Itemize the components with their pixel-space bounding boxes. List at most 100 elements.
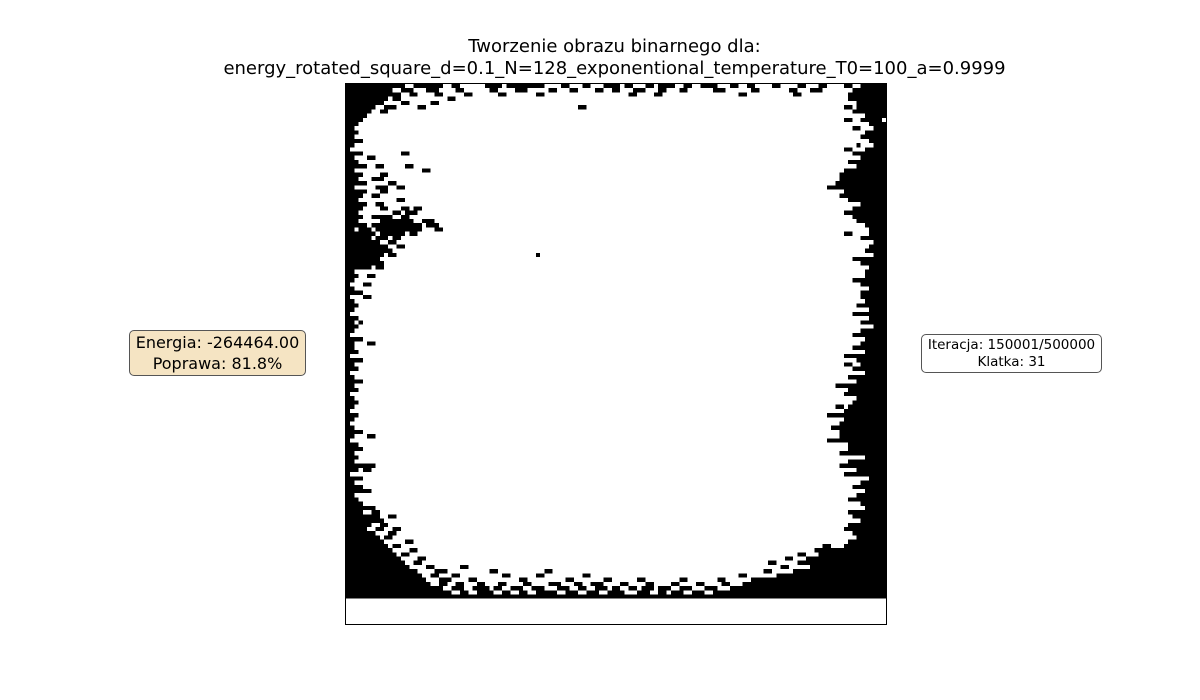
pixel-run <box>848 446 886 452</box>
pixel-run <box>860 518 886 523</box>
pixel-run <box>502 590 511 595</box>
pixel-run <box>346 577 427 582</box>
pixel-run <box>763 569 773 574</box>
pixel-run <box>346 455 359 460</box>
pixel-run <box>409 92 418 97</box>
pixel-run <box>869 231 886 236</box>
pixel-run <box>611 586 621 591</box>
pixel-run <box>873 126 886 131</box>
pixel-run <box>848 442 886 447</box>
energy-value: Energia: -264464.00 <box>135 333 300 352</box>
pixel-run <box>856 379 886 384</box>
pixel-run <box>839 193 886 198</box>
pixel-run <box>843 105 853 110</box>
pixel-run <box>848 387 886 392</box>
pixel-run <box>346 227 355 232</box>
pixel-run <box>346 290 363 295</box>
pixel-run <box>544 569 553 574</box>
pixel-run <box>396 197 406 203</box>
pixel-run <box>388 252 397 257</box>
pixel-run <box>346 303 359 308</box>
pixel-run <box>346 130 359 135</box>
pixel-run <box>346 375 355 380</box>
pixel-run <box>848 459 886 464</box>
pixel-run <box>371 223 380 228</box>
pixel-run <box>578 105 587 110</box>
pixel-run <box>843 472 886 477</box>
pixel-run <box>346 337 363 342</box>
pixel-run <box>839 463 886 468</box>
pixel-run <box>831 425 886 430</box>
binary-image-plot <box>345 83 887 625</box>
pixel-run <box>556 586 570 591</box>
pixel-run <box>864 113 886 118</box>
pixel-run <box>590 581 604 587</box>
pixel-run <box>346 383 355 388</box>
pixel-run <box>346 379 363 384</box>
pixel-run <box>860 341 886 346</box>
pixel-run <box>346 96 389 101</box>
pixel-run <box>856 303 886 308</box>
pixel-run <box>531 586 545 591</box>
pixel-run <box>843 362 853 367</box>
pixel-run <box>346 581 431 587</box>
pixel-run <box>645 581 654 587</box>
iteration-info-box: Iteracja: 150001/500000 Klatka: 31 <box>921 334 1102 373</box>
pixel-run <box>852 311 886 317</box>
pixel-run <box>864 505 886 511</box>
pixel-run <box>346 345 355 350</box>
pixel-run <box>848 522 886 527</box>
pixel-run <box>388 514 397 519</box>
pixel-run <box>869 307 886 312</box>
pixel-run <box>346 535 380 540</box>
pixel-run <box>375 526 384 532</box>
pixel-run <box>869 244 886 249</box>
pixel-run <box>603 84 621 89</box>
pixel-run <box>421 219 435 224</box>
pixel-run <box>346 256 380 262</box>
chart-title: Tworzenie obrazu binarnego dla: energy_r… <box>0 36 1200 80</box>
pixel-run <box>869 138 886 144</box>
pixel-run <box>434 569 448 574</box>
pixel-run <box>430 100 439 106</box>
pixel-run <box>856 219 886 224</box>
pixel-run <box>852 484 886 489</box>
pixel-run <box>459 590 469 595</box>
pixel-run <box>839 176 886 182</box>
pixel-run <box>493 586 503 591</box>
pixel-run <box>843 417 886 422</box>
pixel-run <box>742 581 886 587</box>
pixel-run <box>839 451 886 456</box>
pixel-run <box>860 328 886 333</box>
pixel-run <box>860 362 886 367</box>
pixel-run <box>848 375 886 380</box>
pixel-run <box>346 362 355 367</box>
pixel-run <box>392 231 406 236</box>
pixel-run <box>346 164 368 169</box>
pixel-run <box>346 159 359 165</box>
pixel-run <box>367 273 376 279</box>
pixel-run <box>751 577 886 582</box>
pixel-run <box>793 569 886 574</box>
pixel-run <box>628 92 638 97</box>
pixel-run <box>637 590 650 595</box>
pixel-run <box>535 590 557 595</box>
pixel-run <box>869 265 886 270</box>
pixel-run <box>346 493 355 498</box>
pixel-run <box>405 210 418 215</box>
pixel-run <box>375 164 384 169</box>
pixel-run <box>346 476 363 481</box>
pixel-run <box>561 84 570 89</box>
pixel-run <box>864 130 886 135</box>
pixel-run <box>746 84 756 89</box>
pixel-run <box>438 577 452 582</box>
pixel-run <box>346 387 359 392</box>
pixel-run <box>839 434 886 439</box>
pixel-run <box>497 581 507 587</box>
pixel-run <box>371 193 380 198</box>
improvement-value: Poprawa: 81.8% <box>152 354 283 373</box>
pixel-run <box>751 88 760 93</box>
image-background <box>346 84 886 624</box>
pixel-run <box>400 100 410 106</box>
pixel-run <box>860 501 886 506</box>
